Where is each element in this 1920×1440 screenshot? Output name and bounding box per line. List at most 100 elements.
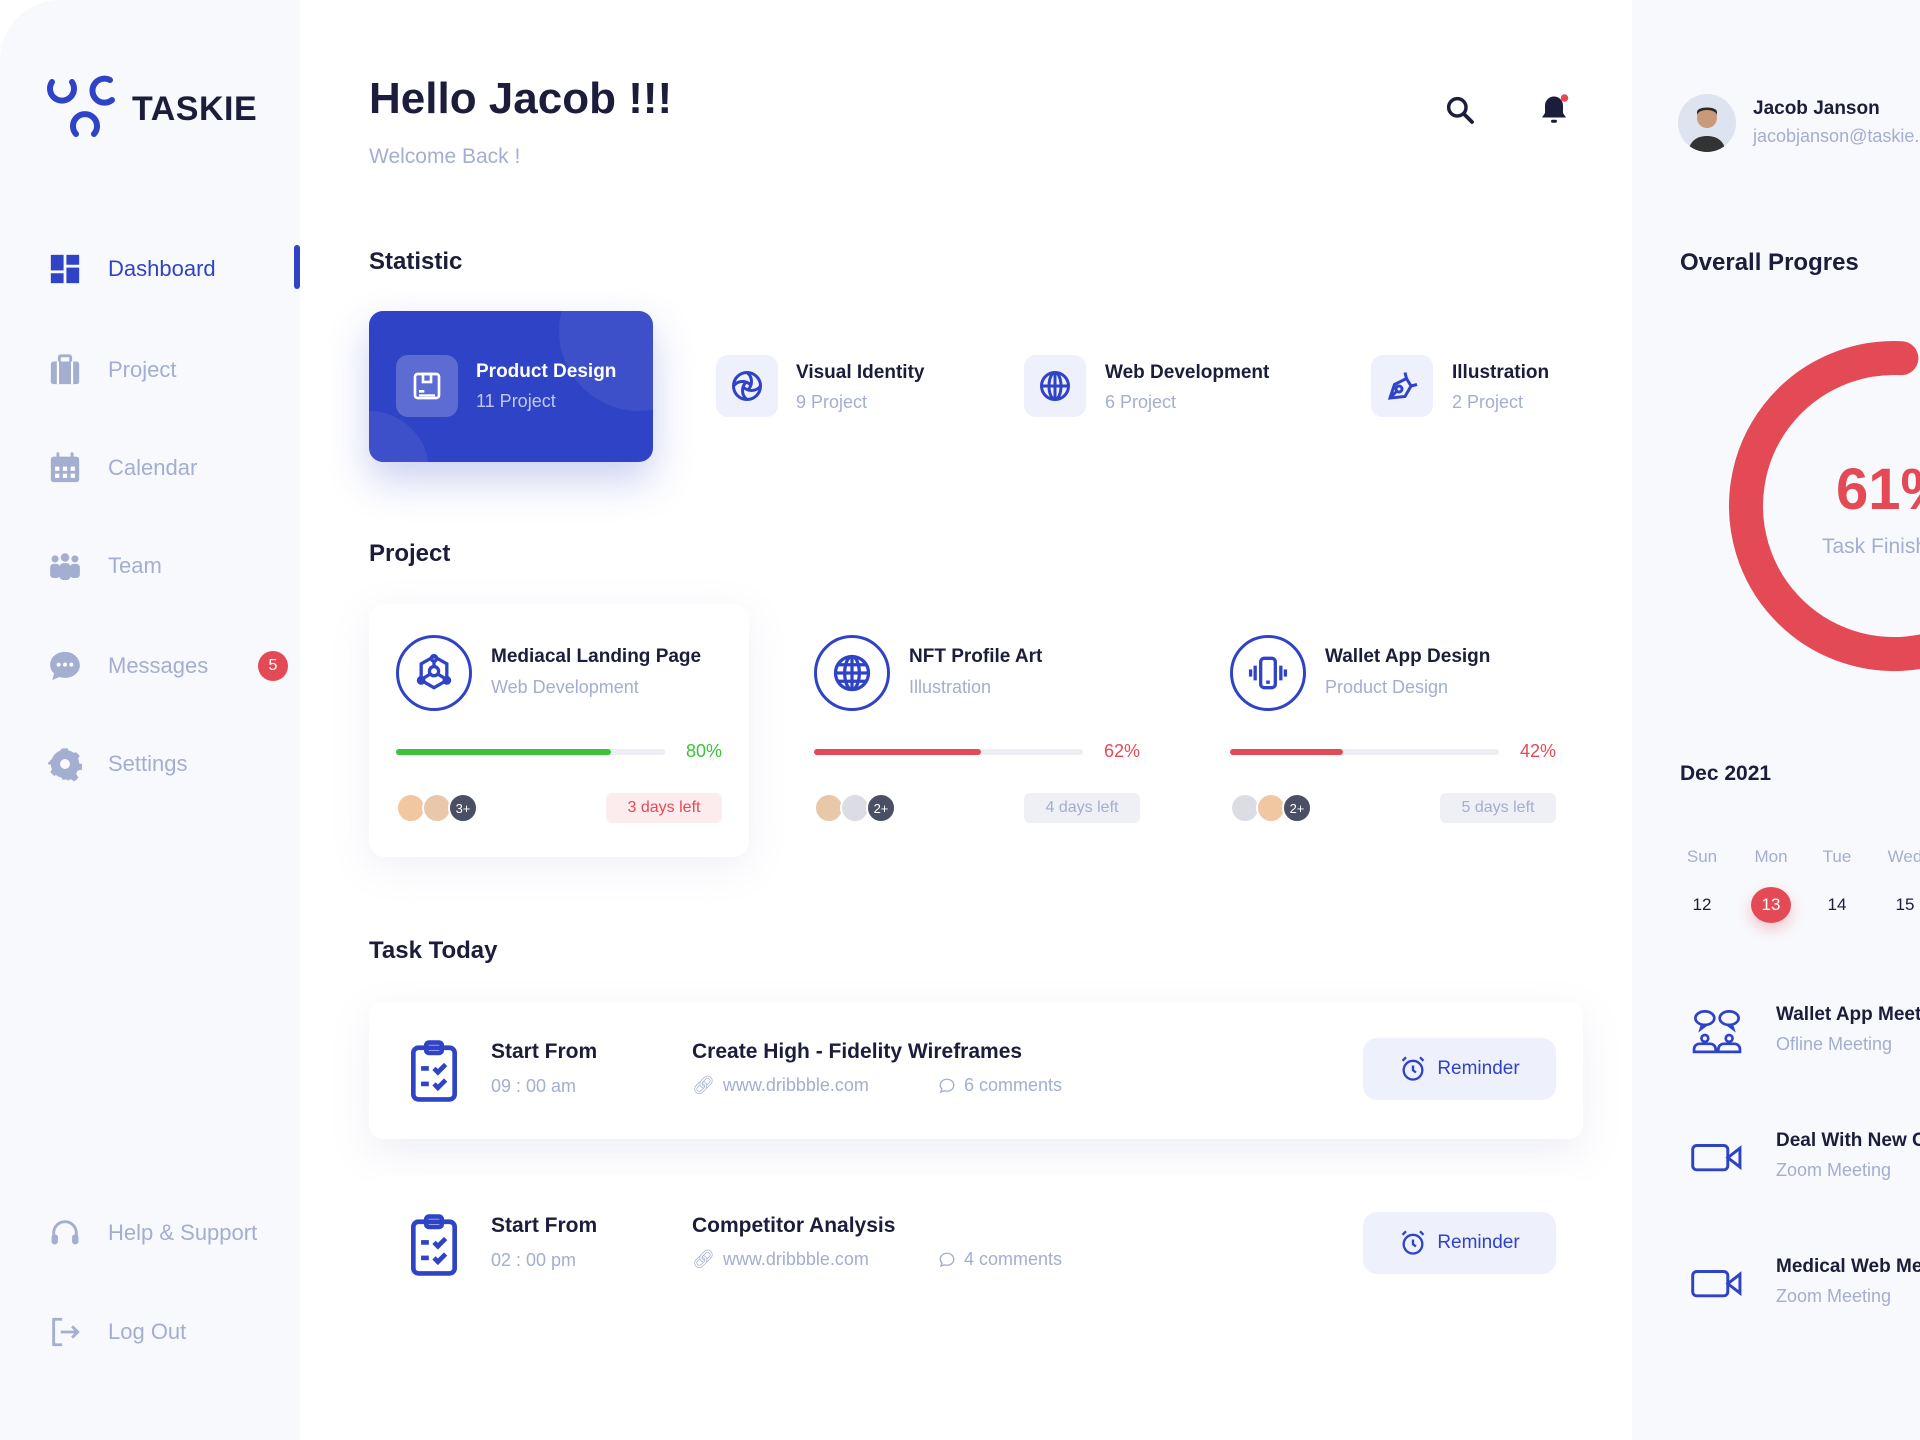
sidebar-item-help-support[interactable]: Help & Support (48, 1213, 257, 1253)
project-icon-circle (814, 635, 890, 711)
logout-icon (52, 1317, 80, 1347)
task-link[interactable]: 🔗︎ www.dribbble.com (692, 1249, 869, 1270)
progress-fill (1230, 749, 1343, 755)
stat-title: Visual Identity (796, 362, 925, 383)
bell-icon[interactable] (1536, 92, 1572, 128)
sidebar-item-log-out[interactable]: Log Out (48, 1312, 186, 1352)
project-icon-circle (396, 635, 472, 711)
member-avatars[interactable]: 3+ (396, 793, 486, 823)
reminder-label: Reminder (1437, 1232, 1520, 1253)
task-comments[interactable]: 6 comments (938, 1075, 1062, 1096)
project-title: Wallet App Design (1325, 646, 1491, 667)
search-icon[interactable] (1444, 94, 1476, 126)
team-icon (50, 553, 80, 581)
sidebar-item-project[interactable]: Project (48, 350, 176, 390)
member-avatar (1230, 793, 1260, 823)
calendar-date[interactable]: 15 (1895, 895, 1915, 914)
progress-caption: Task Finished (1822, 535, 1920, 558)
sidebar-item-team[interactable]: Team (48, 546, 162, 586)
sidebar-item-label: Help & Support (108, 1220, 258, 1245)
progress-value: 61% (1836, 457, 1920, 522)
stat-item-illustration[interactable] (1371, 355, 1433, 417)
member-avatar (814, 793, 844, 823)
alarm-clock-icon (1401, 1056, 1425, 1081)
gear-icon (48, 748, 82, 781)
task-title: Competitor Analysis (692, 1214, 896, 1237)
phone-vibrate-icon (1248, 656, 1288, 690)
progress-bar (1230, 749, 1499, 755)
page-title: Hello Jacob !!! (369, 74, 673, 123)
right-panel (1632, 0, 1920, 1440)
sidebar-item-label: Team (108, 553, 162, 578)
project-category: Illustration (909, 677, 992, 697)
sidebar-item-calendar[interactable]: Calendar (48, 448, 197, 488)
reminder-button[interactable]: Reminder (1363, 1212, 1556, 1274)
member-avatar (1256, 793, 1286, 823)
stat-count: 11 Project (476, 391, 556, 411)
stat-title: Illustration (1452, 362, 1550, 383)
start-time: 09 : 00 am (491, 1076, 577, 1096)
meeting-title: Wallet App Meeting (1776, 1004, 1920, 1025)
chat-icon (50, 651, 80, 681)
sidebar-item-label: Calendar (108, 455, 198, 480)
comment-icon (939, 1252, 955, 1267)
clipboard-check-icon (411, 1040, 457, 1102)
task-link[interactable]: 🔗︎ www.dribbble.com (692, 1075, 869, 1096)
user-avatar-icon (1688, 107, 1726, 152)
sidebar-item-label: Dashboard (108, 256, 216, 281)
globe-icon (1040, 371, 1070, 401)
dashboard-icon (50, 254, 80, 284)
progress-donut (1729, 341, 1920, 671)
page-subtitle: Welcome Back ! (369, 145, 521, 168)
logo-icon (47, 75, 115, 137)
start-label: Start From (491, 1214, 598, 1237)
weekday-label: Wed (1887, 847, 1920, 866)
stat-item-visual-identity[interactable] (716, 355, 778, 417)
user-email: jacobjanson@taskie.com (1753, 126, 1920, 146)
progress-bar (814, 749, 1083, 755)
user-name: Jacob Janson (1753, 98, 1880, 119)
sidebar-item-dashboard[interactable]: Dashboard (48, 249, 216, 289)
link-icon: 🔗︎ (692, 1249, 715, 1269)
progress-percent: 42% (1519, 741, 1556, 761)
progress-bar (396, 749, 665, 755)
calendar-date[interactable]: 14 (1827, 895, 1847, 914)
messages-badge: 5 (258, 651, 288, 681)
comments-text: 6 comments (964, 1075, 1063, 1095)
headset-icon (51, 1220, 79, 1245)
meeting-title: Deal With New Client (1776, 1130, 1920, 1151)
meeting-type: Ofline Meeting (1776, 1034, 1893, 1054)
progress-fill (814, 749, 981, 755)
sidebar-item-label: Settings (108, 751, 188, 776)
alarm-clock-icon (1401, 1230, 1425, 1255)
box-icon (413, 372, 441, 400)
app-name: TASKIE (132, 90, 258, 128)
comment-icon (939, 1078, 955, 1093)
project-icon-circle (1230, 635, 1306, 711)
meeting-title: Medical Web Meeting (1776, 1256, 1920, 1277)
more-members: 2+ (866, 793, 896, 823)
task-comments[interactable]: 4 comments (938, 1249, 1062, 1270)
stat-card-product-design[interactable]: Product Design 11 Project (369, 311, 653, 462)
days-left-badge: 3 days left (606, 793, 722, 823)
briefcase-icon (50, 354, 80, 385)
reminder-button[interactable]: Reminder (1363, 1038, 1556, 1100)
calendar-icon (50, 452, 80, 483)
calendar-date[interactable]: 13 (1751, 887, 1791, 923)
network-icon (416, 653, 452, 690)
member-avatars[interactable]: 2+ (814, 793, 904, 823)
stat-item-web-development[interactable] (1024, 355, 1086, 417)
avatar[interactable] (1678, 94, 1736, 152)
sidebar-item-messages[interactable]: Messages (48, 646, 208, 686)
sidebar-item-settings[interactable]: Settings (48, 744, 188, 784)
people-chat-icon (1692, 1010, 1742, 1054)
stat-count: 2 Project (1452, 392, 1524, 412)
sidebar-item-label: Project (108, 357, 177, 382)
pen-tool-icon (1387, 372, 1418, 400)
member-avatar (840, 793, 870, 823)
meeting-type: Zoom Meeting (1776, 1286, 1892, 1306)
project-section-title: Project (369, 540, 451, 567)
calendar-date[interactable]: 12 (1692, 895, 1712, 914)
member-avatars[interactable]: 2+ (1230, 793, 1320, 823)
more-members: 2+ (1282, 793, 1312, 823)
